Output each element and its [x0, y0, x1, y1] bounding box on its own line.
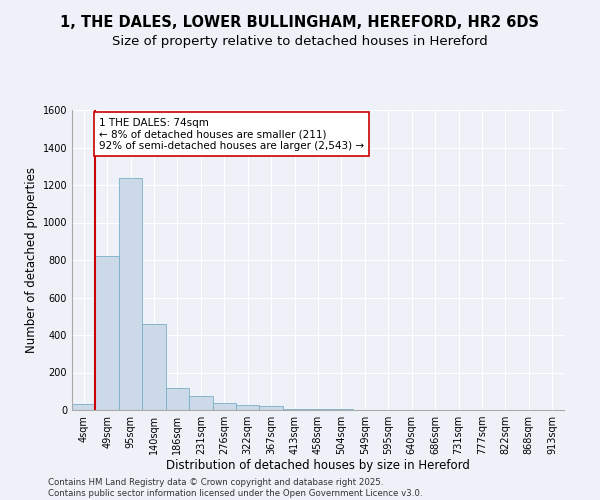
Text: Size of property relative to detached houses in Hereford: Size of property relative to detached ho… [112, 35, 488, 48]
Y-axis label: Number of detached properties: Number of detached properties [25, 167, 38, 353]
Text: 1, THE DALES, LOWER BULLINGHAM, HEREFORD, HR2 6DS: 1, THE DALES, LOWER BULLINGHAM, HEREFORD… [61, 15, 539, 30]
X-axis label: Distribution of detached houses by size in Hereford: Distribution of detached houses by size … [166, 458, 470, 471]
Bar [306, 409, 330, 410]
Text: 1 THE DALES: 74sqm
← 8% of detached houses are smaller (211)
92% of semi-detache: 1 THE DALES: 74sqm ← 8% of detached hous… [99, 118, 364, 150]
Bar [259, 406, 283, 410]
Bar [142, 324, 166, 410]
Bar [236, 406, 259, 410]
Bar [212, 402, 236, 410]
Bar [95, 256, 119, 410]
Bar [189, 396, 212, 410]
Bar [119, 178, 142, 410]
Bar [166, 388, 189, 410]
Text: Contains HM Land Registry data © Crown copyright and database right 2025.
Contai: Contains HM Land Registry data © Crown c… [48, 478, 422, 498]
Bar [72, 404, 95, 410]
Bar [283, 408, 306, 410]
